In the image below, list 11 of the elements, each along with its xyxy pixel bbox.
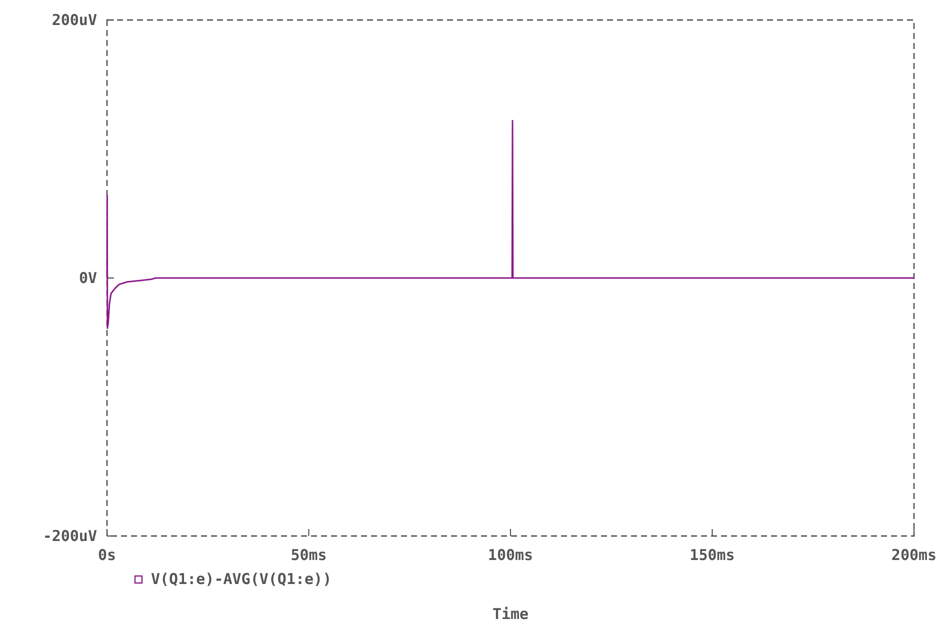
x-tick-label: 200ms — [891, 546, 937, 564]
x-tick-label: 50ms — [290, 546, 327, 564]
x-tick-label: 0s — [98, 546, 116, 564]
legend-label: V(Q1:e)-AVG(V(Q1:e)) — [151, 570, 332, 588]
x-axis-title: Time — [492, 605, 529, 623]
x-tick-label: 150ms — [690, 546, 735, 564]
line-series — [106, 120, 915, 330]
y-tick-label: 200uV — [52, 11, 97, 29]
y-tick-label: -200uV — [42, 527, 97, 545]
y-tick-label: 0V — [78, 269, 97, 287]
x-tick-label: 100ms — [488, 546, 534, 564]
